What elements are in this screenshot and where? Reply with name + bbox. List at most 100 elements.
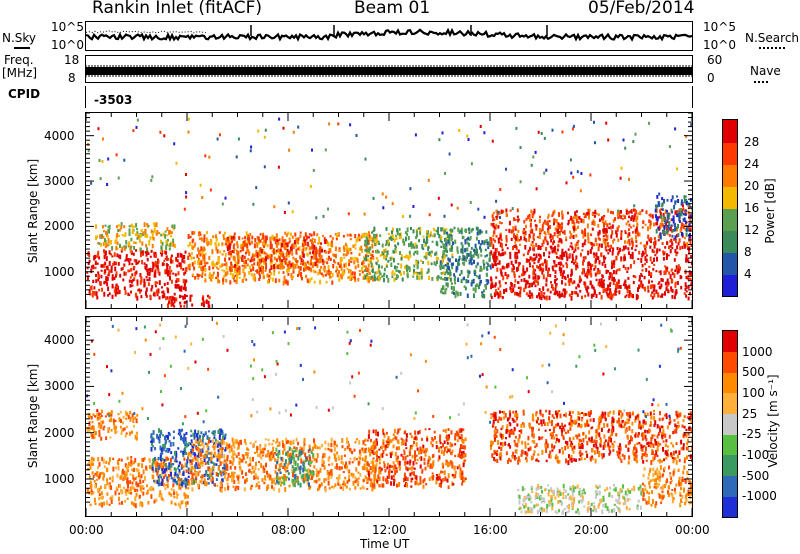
power-cell [589, 281, 592, 285]
power-cell [455, 268, 458, 273]
power-cell [301, 249, 304, 252]
power-cell [342, 235, 345, 238]
power-cell [261, 237, 264, 241]
power-cell [189, 296, 192, 302]
velocity-cell [111, 475, 114, 481]
power-cell [378, 275, 381, 280]
power-cell [136, 228, 139, 231]
power-cell [488, 242, 491, 247]
power-cell [185, 279, 188, 283]
power-cell [661, 208, 664, 211]
power-cell [236, 241, 239, 246]
power-cell [541, 270, 544, 275]
power-cell [467, 138, 470, 141]
power-cell [547, 227, 550, 233]
power-cell [342, 253, 345, 256]
power-cell [237, 257, 239, 261]
power-cell [132, 129, 135, 133]
velocity-cell [348, 474, 350, 480]
power-cell [565, 238, 568, 242]
velocity-cell [228, 443, 231, 449]
power-cell [597, 213, 600, 216]
power-cell [395, 268, 398, 272]
power-cell [188, 267, 191, 271]
power-cell [581, 295, 583, 300]
power-cell [175, 297, 178, 302]
velocity-cell [94, 484, 97, 489]
power-cell [650, 294, 653, 297]
power-cell [567, 222, 570, 226]
power-cell [159, 130, 162, 134]
velocity-cell [141, 501, 144, 506]
power-cell [569, 277, 572, 281]
power-cell [446, 236, 449, 240]
power-cell [610, 234, 613, 239]
velocity-cell [92, 462, 94, 467]
power-cell [332, 253, 335, 257]
power-cell [567, 211, 569, 215]
velocity-cell [153, 479, 156, 483]
power-cell [535, 187, 538, 191]
velocity-cell [169, 441, 172, 447]
velocity-cell [150, 494, 153, 499]
power-cell [365, 254, 367, 257]
power-cell [241, 237, 244, 240]
power-cell [663, 225, 666, 231]
power-cell [628, 177, 630, 181]
power-cell [514, 218, 517, 221]
power-cell [664, 265, 667, 268]
velocity-cell [192, 478, 195, 481]
velocity-cell [199, 444, 202, 447]
power-cell [354, 276, 356, 280]
velocity-cell [359, 453, 362, 457]
velocity-cell [120, 458, 123, 462]
power-cell [636, 231, 639, 234]
power-cell [192, 273, 195, 276]
velocity-cell [336, 466, 339, 470]
power-cell [578, 216, 581, 220]
velocity-cell [354, 480, 357, 483]
power-cell [570, 274, 572, 277]
power-cell [598, 229, 601, 235]
power-cell [240, 256, 243, 259]
power-cell [663, 198, 665, 204]
velocity-cell [209, 456, 212, 462]
power-cell [541, 242, 544, 247]
power-cell [329, 257, 332, 261]
power-cell [680, 285, 683, 290]
power-cell [587, 232, 590, 237]
power-cell [600, 243, 603, 248]
power-cell [262, 249, 265, 255]
power-cell [556, 229, 559, 234]
power-cell [161, 241, 164, 246]
power-cell [122, 278, 125, 282]
power-cell [200, 260, 203, 266]
velocity-cell [185, 451, 187, 455]
velocity-cell [139, 476, 142, 481]
power-cell [237, 259, 240, 264]
velocity-cell [159, 455, 162, 460]
power-cell [146, 278, 149, 282]
power-cell [477, 207, 480, 211]
velocity-cell [87, 463, 90, 466]
power-cell [337, 262, 340, 265]
power-cell [437, 275, 440, 278]
velocity-cell [236, 440, 239, 445]
power-cell [621, 217, 624, 220]
power-cell [224, 257, 227, 262]
power-cell [584, 273, 587, 277]
power-cell [664, 281, 667, 286]
power-cell [409, 214, 412, 218]
power-echoes [86, 117, 692, 308]
power-cell [549, 274, 552, 278]
power-cell [291, 210, 294, 214]
power-cell [474, 243, 477, 248]
velocity-cell [153, 499, 156, 504]
power-cell [243, 272, 246, 277]
velocity-cell [185, 486, 187, 490]
power-cell [657, 282, 660, 285]
power-cell [618, 290, 621, 295]
velocity-cell [198, 434, 201, 438]
power-cell [145, 243, 147, 248]
power-cell [586, 275, 589, 279]
